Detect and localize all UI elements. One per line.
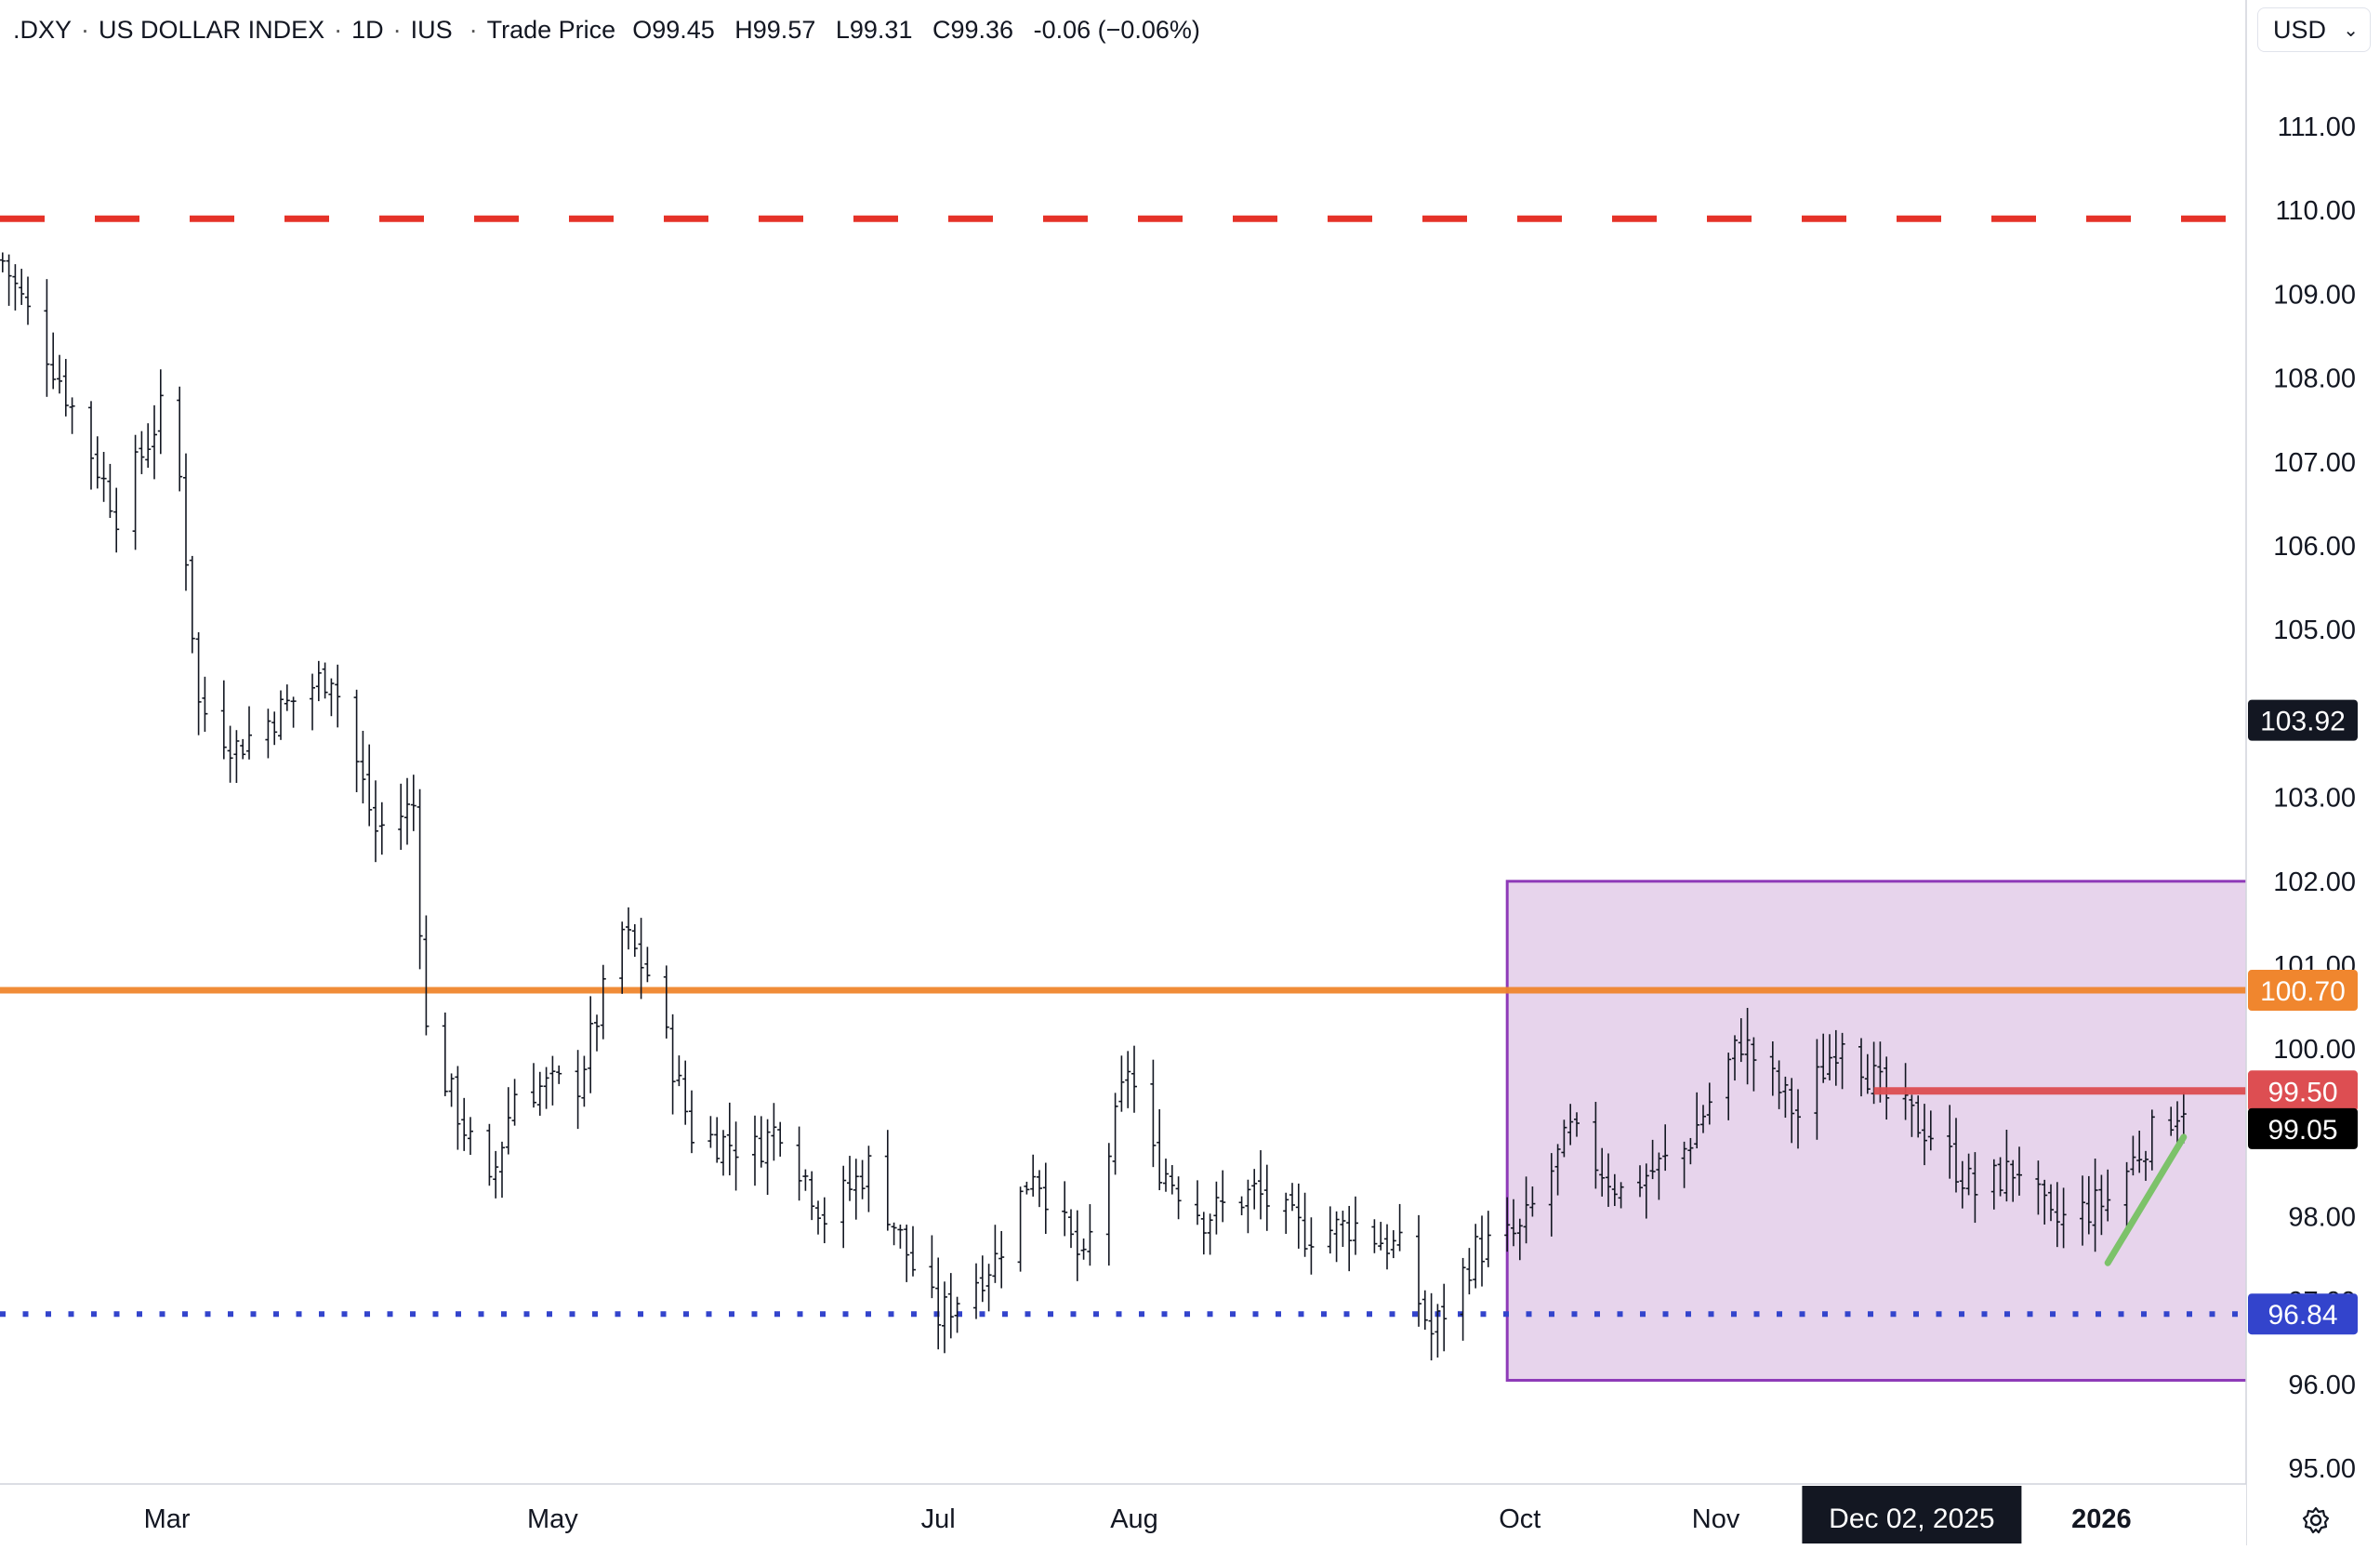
gear-icon bbox=[2302, 1506, 2330, 1534]
green-trend-line[interactable] bbox=[2104, 1133, 2188, 1266]
price-badge-label: 100.70 bbox=[2260, 976, 2346, 1007]
y-tick-label: 95.00 bbox=[2288, 1454, 2356, 1484]
currency-selector[interactable]: USD ⌄ bbox=[2257, 7, 2371, 52]
x-tick-label: Nov bbox=[1692, 1504, 1740, 1534]
range-box[interactable] bbox=[1505, 880, 2250, 1382]
separator-dot: · bbox=[81, 15, 90, 44]
y-tick-label: 110.00 bbox=[2275, 196, 2356, 226]
price-badge bbox=[2248, 699, 2358, 741]
y-tick-label: 111.00 bbox=[2278, 113, 2356, 142]
interval-label[interactable]: 1D bbox=[351, 15, 384, 44]
y-tick-label: 96.00 bbox=[2288, 1371, 2356, 1400]
price-badge-label: 99.05 bbox=[2268, 1115, 2337, 1146]
x-tick-label: Oct bbox=[1499, 1504, 1540, 1534]
x-tick-label: May bbox=[527, 1504, 578, 1534]
crosshair-date-badge bbox=[1802, 1486, 2022, 1543]
separator-dot: · bbox=[469, 15, 478, 44]
crosshair-date-label: Dec 02, 2025 bbox=[1829, 1504, 1994, 1534]
price-badge-label: 103.92 bbox=[2260, 707, 2346, 737]
high-value: H99.57 bbox=[734, 15, 816, 44]
currency-label: USD bbox=[2273, 15, 2327, 44]
low-value: L99.31 bbox=[835, 15, 913, 44]
price-badge bbox=[2248, 1107, 2358, 1149]
separator-dot: · bbox=[334, 15, 343, 44]
y-tick-label: 109.00 bbox=[2273, 280, 2356, 310]
open-value: O99.45 bbox=[632, 15, 715, 44]
y-tick-label: 103.00 bbox=[2273, 784, 2356, 814]
symbol-name: US DOLLAR INDEX bbox=[99, 15, 325, 44]
ohlc-values: O99.45 H99.57 L99.31 C99.36 -0.06 (−0.06… bbox=[632, 16, 1213, 45]
price-type-label: Trade Price bbox=[486, 15, 616, 44]
symbol-ticker[interactable]: .DXY bbox=[13, 15, 73, 44]
y-tick-label: 98.00 bbox=[2288, 1203, 2356, 1233]
y-tick-label: 100.00 bbox=[2273, 1035, 2356, 1065]
y-tick-label: 105.00 bbox=[2273, 616, 2356, 645]
close-value: C99.36 bbox=[932, 15, 1014, 44]
x-tick-label: 2026 bbox=[2071, 1504, 2132, 1534]
exchange-label: IUS bbox=[410, 15, 453, 44]
y-tick-label: 106.00 bbox=[2273, 532, 2356, 562]
y-tick-label: 107.00 bbox=[2273, 448, 2356, 478]
price-badge bbox=[2248, 970, 2358, 1012]
price-badge bbox=[2248, 1293, 2358, 1335]
price-badge bbox=[2248, 1070, 2358, 1112]
chart-settings-button[interactable] bbox=[2296, 1501, 2335, 1540]
symbol-header: .DXY · US DOLLAR INDEX · 1D · IUS · Trad… bbox=[13, 11, 1213, 48]
price-axis[interactable] bbox=[2246, 0, 2380, 1545]
price-badge-label: 99.50 bbox=[2268, 1077, 2337, 1107]
change-value: -0.06 (−0.06%) bbox=[1033, 15, 1200, 44]
price-badge-label: 96.84 bbox=[2268, 1300, 2337, 1331]
separator-dot: · bbox=[392, 15, 402, 44]
x-tick-label: Mar bbox=[144, 1504, 191, 1534]
y-tick-label: 102.00 bbox=[2273, 868, 2356, 897]
chevron-down-icon: ⌄ bbox=[2343, 20, 2359, 41]
x-tick-label: Jul bbox=[921, 1504, 956, 1534]
x-tick-label: Aug bbox=[1110, 1504, 1158, 1534]
y-tick-label: 108.00 bbox=[2273, 364, 2356, 394]
